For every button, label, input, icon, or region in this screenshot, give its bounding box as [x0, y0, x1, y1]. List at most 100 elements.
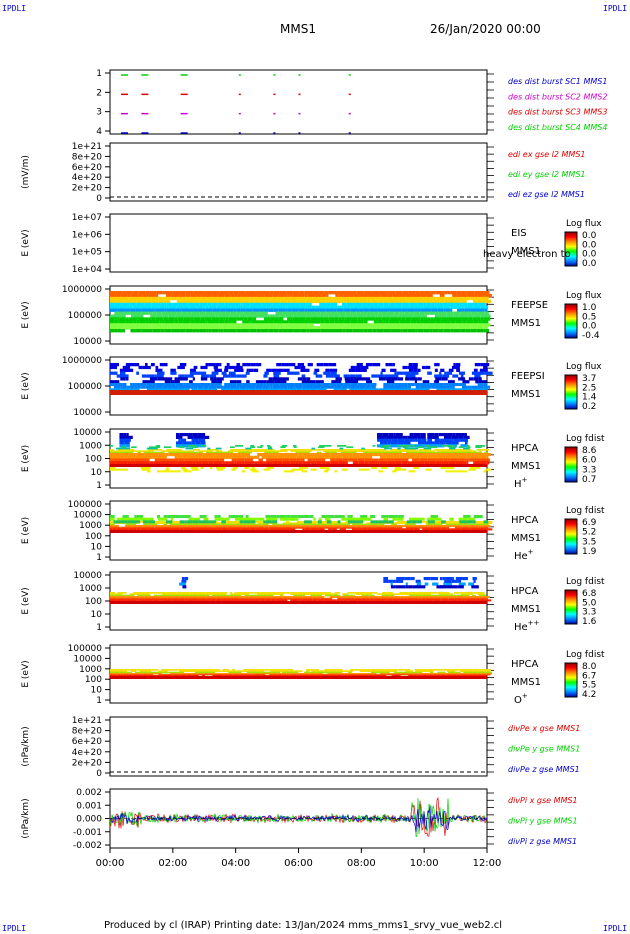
feepse-pixel	[289, 293, 293, 298]
hpca_h-orange-pixel	[378, 458, 385, 462]
hpca_h-orange-pixel	[352, 461, 359, 465]
hpca_hepp-orange-pixel	[233, 597, 240, 600]
feepse-pixel	[405, 317, 412, 321]
feepse-pixel	[183, 317, 191, 321]
hpca_hepp-orange-pixel	[379, 599, 386, 602]
hpca_he-orange-pixel	[255, 528, 263, 531]
feepse-pixel	[417, 296, 424, 301]
feepse-pixel	[145, 329, 153, 333]
hpca_hepp-yellow-pixel	[469, 592, 473, 594]
hpca_he-green-pixel	[370, 515, 376, 519]
hpca_o-orange-pixel	[470, 673, 477, 675]
feepse-pixel	[405, 320, 411, 324]
hpca_o-orange-pixel	[301, 674, 310, 676]
hpca_h-yellow-pixel	[434, 449, 441, 451]
hpca_o-yellow-pixel	[119, 671, 124, 674]
hpca_hepp-orange-pixel	[385, 599, 388, 602]
feepsi-speckle-pixel	[276, 363, 282, 367]
feepsi-speckle-pixel	[250, 363, 256, 367]
feepse-pixel	[448, 317, 455, 321]
hpca_h-orange-pixel	[241, 455, 247, 459]
feepse-pixel	[458, 314, 467, 318]
feepse-pixel	[457, 305, 462, 309]
feepse-pixel	[449, 296, 452, 301]
hpca_h-orange-pixel	[269, 455, 278, 459]
hpca_h-yellow-pixel	[129, 451, 134, 454]
feepsi-band-pixel	[367, 388, 372, 392]
hpca_hepp-yellow-pixel	[482, 594, 487, 597]
feepse-pixel	[313, 314, 319, 318]
feepse-pixel	[420, 320, 424, 324]
hpca_h-yellow-pixel	[475, 451, 480, 454]
feepse-pixel	[304, 296, 312, 301]
feepse-pixel	[259, 299, 265, 304]
feepsi-speckle-pixel	[282, 377, 289, 381]
hpca_hepp-blue-patch-pixel	[405, 582, 408, 586]
hpca_he-orange-pixel	[112, 528, 117, 531]
feepse-pixel	[398, 299, 407, 304]
hpca_o-orange-pixel	[243, 673, 248, 675]
feepse-pixel	[417, 302, 424, 307]
hpca_h-green-speckle-pixel	[293, 446, 297, 449]
hpca_hepp-blue-patch-pixel	[430, 577, 439, 581]
feepsi-speckle-pixel	[141, 374, 147, 378]
feepsi-ylabel: E (eV)	[21, 372, 31, 399]
hpca_hepp-yellow-pixel	[117, 592, 121, 594]
feepse-pixel	[405, 296, 411, 301]
hpca_he-green-pixel	[199, 515, 207, 519]
hpca_h-orange-pixel	[384, 458, 387, 462]
hpca_he-green-pixel	[273, 520, 278, 524]
hpca_he-yellow-pixel	[478, 523, 484, 526]
feepse-pixel	[288, 326, 296, 330]
hpca_h-yellow-pixel	[297, 449, 301, 451]
feepsi-speckle-pixel	[442, 374, 450, 378]
feepse-pixel	[328, 291, 335, 295]
hpca_h-orange-pixel	[258, 458, 263, 462]
feepsi-band-pixel	[165, 388, 173, 392]
hpca_o-orange-pixel	[226, 675, 234, 677]
hpca_hepp-yellow-pixel	[301, 593, 308, 596]
x-tick-label: 02:00	[158, 858, 187, 869]
hpca_h-orange-pixel	[133, 453, 137, 457]
hpca_he-yellow-pixel	[158, 521, 166, 523]
hpca_hepp-yellow-pixel	[250, 594, 256, 597]
hpca_he-yellow-pixel	[459, 523, 464, 526]
hpca_he-green-pixel	[143, 517, 148, 521]
hpca_o-orange-pixel	[315, 674, 323, 676]
feepse-pixel	[452, 293, 457, 298]
hpca_hepp-yellow-pixel	[165, 592, 171, 594]
hpca_hepp-orange-pixel	[376, 596, 379, 599]
hpca_o-yellow-pixel	[218, 670, 222, 673]
feepse-pixel	[259, 320, 262, 324]
feepse-pixel	[297, 299, 303, 304]
hpca_o-yellow-pixel	[270, 670, 275, 673]
hpca_hepp-orange-pixel	[418, 599, 427, 602]
hpca_hepp-yellow-pixel	[359, 592, 364, 594]
feepse-pixel	[161, 311, 170, 315]
feepse-pixel	[249, 320, 252, 324]
feepsi-colorbar-tick: 2.5	[582, 383, 596, 393]
hpca_hepp-yellow-pixel	[381, 593, 388, 596]
hpca_h-yellow-pixel	[216, 451, 223, 454]
feepsi-band-pixel	[114, 383, 118, 387]
feepse-pixel	[228, 299, 234, 304]
hpca_h-orange-pixel	[121, 458, 127, 462]
hpca_hepp-yellow-pixel	[319, 593, 325, 596]
feepse-pixel	[205, 323, 213, 327]
hpca_h-orange-pixel	[478, 455, 481, 459]
eis-instrument-label: EIS	[511, 228, 527, 239]
feepse-pixel	[194, 320, 200, 324]
hpca_hepp-orange-pixel	[327, 597, 333, 600]
feepsi-speckle-pixel	[328, 363, 337, 367]
feepse-pixel	[453, 311, 461, 315]
feepse-pixel	[477, 296, 482, 301]
hpca_he-green-pixel	[398, 515, 402, 519]
hpca_h-yellow-tail-pixel	[181, 467, 186, 470]
hpca_h-yellow-pixel	[110, 449, 114, 451]
hpca_h-yellow-pixel	[406, 451, 414, 454]
hpca_hepp-yellow-pixel	[170, 594, 175, 597]
feepse-pixel	[378, 320, 386, 324]
feepse-pixel	[376, 329, 384, 333]
hpca_o-yellow-pixel	[405, 670, 414, 673]
divpe-frame	[109, 716, 488, 777]
